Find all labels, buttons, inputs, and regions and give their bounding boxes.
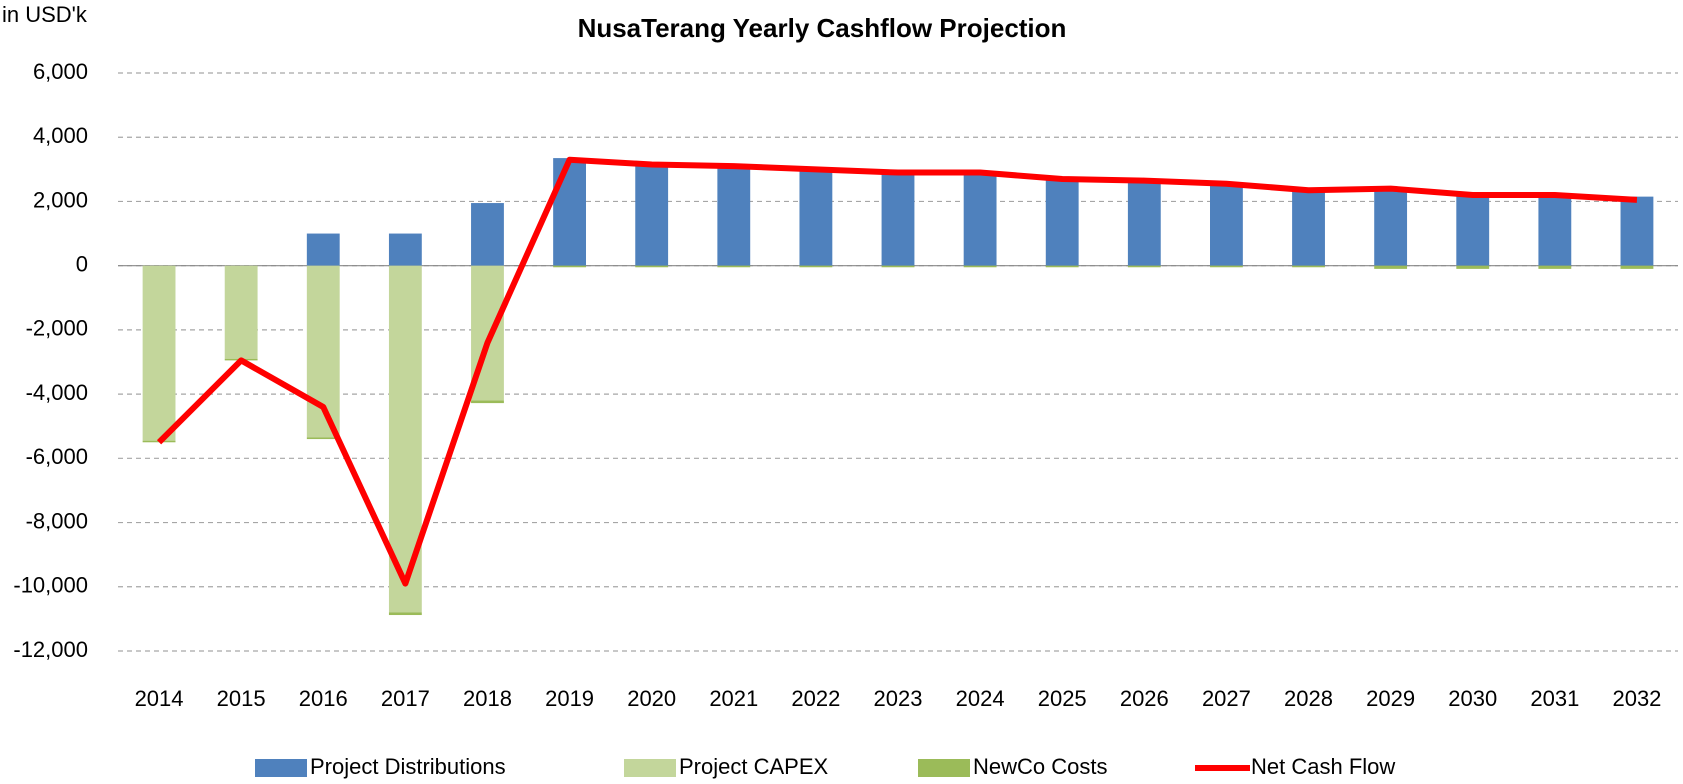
bar: [881, 265, 915, 268]
legend-swatch: [624, 759, 676, 777]
x-tick-label: 2028: [1284, 686, 1333, 711]
bar: [306, 437, 340, 440]
y-tick-label: 2,000: [33, 187, 88, 212]
x-tick-label: 2024: [956, 686, 1005, 711]
bar: [1045, 178, 1079, 266]
bar: [388, 612, 422, 616]
x-tick-label: 2017: [381, 686, 430, 711]
x-tick-label: 2018: [463, 686, 512, 711]
bar: [635, 265, 669, 268]
bar: [1045, 265, 1079, 268]
bar: [799, 169, 833, 266]
bar: [1374, 265, 1408, 269]
unit-label: in USD'k: [2, 2, 88, 27]
x-tick-label: 2026: [1120, 686, 1169, 711]
y-tick-label: -8,000: [26, 508, 88, 533]
y-tick-label: 0: [76, 251, 88, 276]
legend-swatch: [918, 759, 970, 777]
legend-label: NewCo Costs: [973, 754, 1107, 779]
bar: [1538, 265, 1572, 269]
bar: [1374, 186, 1408, 266]
x-tick-label: 2019: [545, 686, 594, 711]
y-tick-label: -2,000: [26, 316, 88, 341]
bar: [142, 265, 176, 441]
x-tick-label: 2032: [1612, 686, 1661, 711]
bar: [963, 172, 997, 266]
bar: [388, 233, 422, 266]
chart-title: NusaTerang Yearly Cashflow Projection: [578, 13, 1067, 43]
bar: [635, 162, 669, 266]
legend-label: Net Cash Flow: [1251, 754, 1395, 779]
y-tick-label: -6,000: [26, 444, 88, 469]
x-tick-label: 2020: [627, 686, 676, 711]
bar: [1292, 265, 1325, 268]
y-tick-label: 4,000: [33, 123, 88, 148]
x-tick-label: 2014: [135, 686, 184, 711]
legend-label: Project CAPEX: [679, 754, 828, 779]
x-tick-label: 2027: [1202, 686, 1251, 711]
y-tick-label: 6,000: [33, 59, 88, 84]
legend-swatch: [255, 759, 307, 777]
bar: [553, 158, 586, 266]
x-tick-label: 2031: [1530, 686, 1579, 711]
bar: [1620, 196, 1654, 266]
bar: [717, 265, 751, 268]
x-tick-label: 2023: [874, 686, 923, 711]
bar: [1620, 265, 1654, 269]
x-tick-label: 2025: [1038, 686, 1087, 711]
bar: [881, 172, 915, 266]
bar: [1127, 180, 1161, 266]
bar: [553, 265, 586, 268]
bar: [963, 265, 997, 268]
x-tick-label: 2030: [1448, 686, 1497, 711]
x-tick-label: 2021: [709, 686, 758, 711]
y-tick-label: -12,000: [13, 637, 88, 662]
y-tick-label: -4,000: [26, 380, 88, 405]
bar: [471, 203, 504, 266]
bar: [1538, 193, 1572, 266]
line: [156, 156, 1638, 587]
bar: [1127, 265, 1161, 268]
bar: [1210, 265, 1243, 268]
legend-label: Project Distributions: [310, 754, 506, 779]
bar: [471, 400, 504, 404]
x-tick-label: 2015: [217, 686, 266, 711]
y-tick-label: -10,000: [13, 573, 88, 598]
bar: [1456, 265, 1490, 269]
bar: [717, 166, 751, 266]
bar: [1210, 183, 1243, 266]
x-tick-label: 2016: [299, 686, 348, 711]
bar: [799, 265, 833, 268]
bar: [1292, 188, 1325, 266]
x-tick-label: 2029: [1366, 686, 1415, 711]
bar: [224, 265, 258, 359]
bar: [306, 233, 340, 266]
x-tick-label: 2022: [791, 686, 840, 711]
bar: [1456, 193, 1490, 266]
